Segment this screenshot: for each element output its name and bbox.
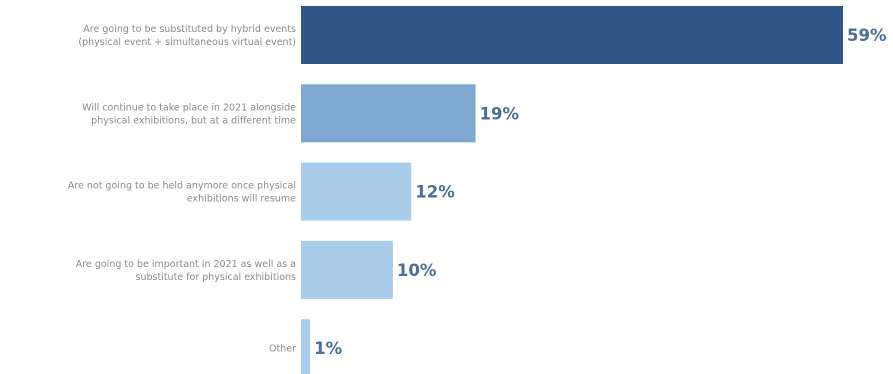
category-label-line: Are going to be important in 2021 as wel…: [76, 259, 296, 270]
category-label-5: Other: [269, 344, 296, 355]
category-label-line: Are going to be substituted by hybrid ev…: [83, 24, 296, 35]
category-label-line: Are not going to be held anymore once ph…: [68, 181, 296, 192]
value-label-5: 1%: [314, 339, 342, 358]
value-label-1: 59%: [847, 26, 887, 45]
category-label-1: Are going to be substituted by hybrid ev…: [78, 24, 296, 48]
category-label-line: (physical event + simultaneous virtual e…: [78, 37, 296, 48]
bar-4: [301, 240, 393, 299]
category-label-line: exhibitions will resume: [187, 194, 296, 205]
bar-2: [301, 84, 476, 143]
category-label-2: Will continue to take place in 2021 alon…: [82, 102, 296, 126]
category-label-line: Other: [269, 344, 296, 355]
category-label-line: physical exhibitions, but at a different…: [91, 115, 296, 126]
bar-1: [301, 6, 843, 64]
value-label-3: 12%: [415, 183, 455, 202]
value-label-4: 10%: [397, 261, 437, 280]
category-label-3: Are not going to be held anymore once ph…: [68, 181, 296, 205]
bar-5: [301, 319, 311, 374]
bar-3: [301, 162, 412, 221]
category-label-line: Will continue to take place in 2021 alon…: [82, 102, 296, 113]
category-label-line: substitute for physical exhibitions: [136, 272, 297, 283]
value-label-2: 19%: [480, 104, 520, 123]
category-label-4: Are going to be important in 2021 as wel…: [76, 259, 296, 283]
